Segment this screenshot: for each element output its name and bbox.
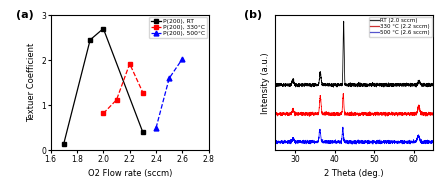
Line: P(200), RT: P(200), RT [61,26,145,146]
P(200), 500°C [154,127,159,129]
P(200), 500°C [180,58,185,60]
Y-axis label: Intensity (a.u.): Intensity (a.u.) [260,52,270,114]
P(200), RT [140,131,146,133]
Text: (a): (a) [16,10,33,20]
X-axis label: 2 Theta (deg.): 2 Theta (deg.) [324,169,384,178]
P(200), 330°C [101,112,106,114]
Line: P(200), 500°C: P(200), 500°C [154,56,185,130]
P(200), RT [61,143,66,145]
Legend: P(200), RT, P(200), 330°C, P(200), 500°C: P(200), RT, P(200), 330°C, P(200), 500°C [149,17,207,38]
Y-axis label: Textuer Coefficient: Textuer Coefficient [27,43,36,122]
X-axis label: O2 Flow rate (sccm): O2 Flow rate (sccm) [88,169,172,178]
Line: P(200), 330°C: P(200), 330°C [101,61,145,116]
P(200), 330°C [114,99,119,101]
P(200), RT [88,39,93,41]
Text: (b): (b) [244,10,262,20]
P(200), 330°C [140,92,146,94]
Legend: RT (2.0 sccm), 330 °C (2.2 sccm), 500 °C (2.6 sccm): RT (2.0 sccm), 330 °C (2.2 sccm), 500 °C… [369,17,432,37]
P(200), RT [101,27,106,30]
P(200), 330°C [127,63,132,65]
P(200), 500°C [167,77,172,79]
